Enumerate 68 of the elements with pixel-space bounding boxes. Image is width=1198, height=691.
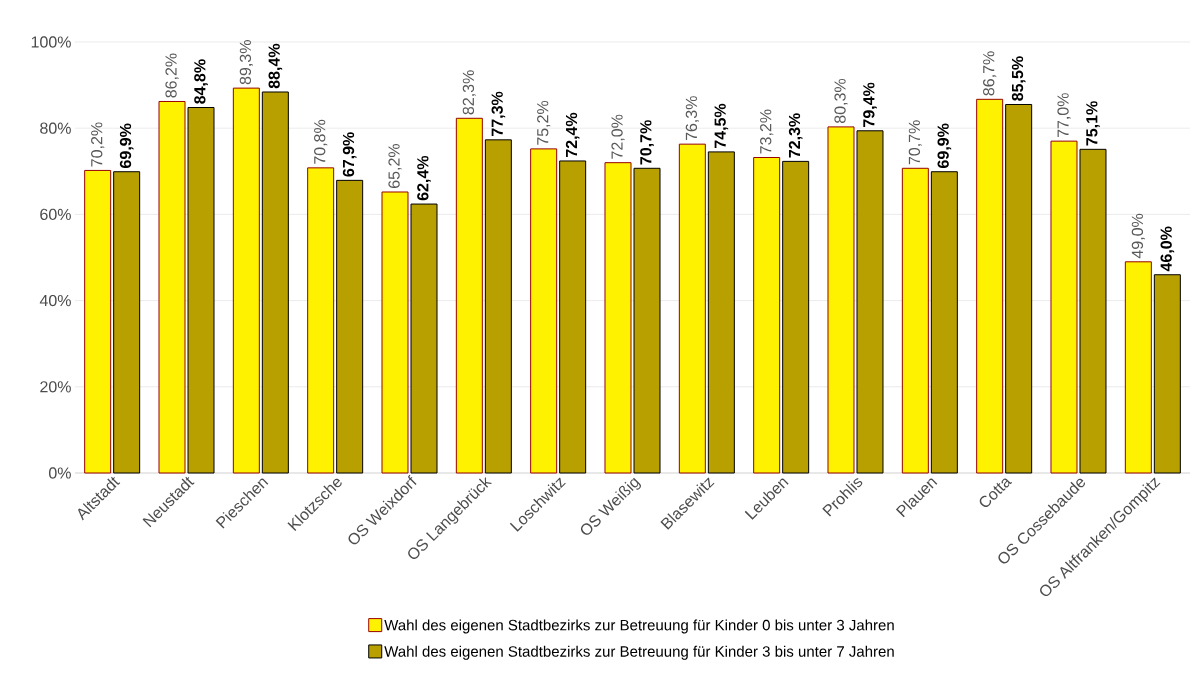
data-label: 77,0% <box>1057 93 1071 138</box>
data-label: 88,4% <box>268 43 283 89</box>
bar <box>84 169 112 474</box>
bar <box>1124 261 1152 474</box>
bar <box>976 98 1004 474</box>
bar <box>455 117 483 474</box>
data-label: 69,9% <box>937 123 952 168</box>
bar <box>901 167 929 474</box>
bar <box>336 179 364 474</box>
data-label: 70,8% <box>314 119 328 164</box>
data-label: 65,2% <box>388 143 402 188</box>
data-label: 69,9% <box>119 123 134 168</box>
data-label: 75,1% <box>1086 101 1100 146</box>
bar <box>307 167 335 474</box>
data-label: 86,7% <box>983 51 997 96</box>
bar <box>158 100 186 474</box>
data-label: 82,3% <box>462 70 476 115</box>
data-label: 77,3% <box>491 91 506 136</box>
data-label: 86,2% <box>165 53 179 98</box>
bar <box>484 139 512 474</box>
bar <box>261 91 289 474</box>
bar <box>232 87 260 474</box>
bar <box>187 107 215 474</box>
bar <box>113 171 141 474</box>
bar <box>381 191 409 474</box>
data-label: 67,9% <box>342 132 357 177</box>
data-label: 80,3% <box>834 78 848 123</box>
data-label: 62,4% <box>417 155 431 201</box>
y-tick-label: 60% <box>40 208 71 221</box>
data-label: 89,3% <box>239 40 253 85</box>
bar <box>930 171 958 474</box>
bar <box>707 151 735 474</box>
data-label: 76,3% <box>685 96 699 141</box>
data-label: 70,2% <box>91 122 105 167</box>
bar <box>410 203 438 474</box>
data-label: 49,0% <box>1131 213 1145 259</box>
bar <box>1153 274 1181 474</box>
bar <box>753 157 781 474</box>
y-tick-label: 40% <box>39 294 71 307</box>
data-label: 72,4% <box>565 112 580 158</box>
data-label: 46,0% <box>1160 226 1175 272</box>
bar <box>530 148 558 474</box>
y-tick-label: 100% <box>31 36 71 48</box>
legend-label: Wahl des eigenen Stadtbezirks zur Betreuung für Kinder 0 bis unter 3 Jahren <box>384 619 894 634</box>
bar <box>604 162 632 474</box>
data-label: 74,5% <box>714 103 729 149</box>
bar <box>1005 103 1033 474</box>
data-label: 72,0% <box>611 114 625 159</box>
y-tick-label: 80% <box>40 122 71 134</box>
bar <box>559 160 587 474</box>
bar <box>678 143 706 474</box>
bar <box>856 130 884 474</box>
y-tick-label: 20% <box>40 381 71 393</box>
data-label: 73,2% <box>760 109 774 154</box>
data-label: 85,5% <box>1011 56 1026 101</box>
data-label: 72,3% <box>788 113 803 158</box>
data-label: 70,7% <box>640 120 654 165</box>
legend-label: Wahl des eigenen Stadtbezirks zur Betreuung für Kinder 3 bis unter 7 Jahren <box>384 645 894 660</box>
bar <box>1079 148 1107 474</box>
data-label: 70,7% <box>908 120 922 165</box>
y-tick-label: 0% <box>48 467 71 479</box>
bar <box>1050 140 1078 474</box>
data-label: 75,2% <box>537 100 551 145</box>
bar <box>782 160 810 474</box>
bar <box>633 167 661 474</box>
data-label: 79,4% <box>863 82 877 127</box>
data-label: 84,8% <box>194 59 208 104</box>
bar <box>827 126 855 474</box>
